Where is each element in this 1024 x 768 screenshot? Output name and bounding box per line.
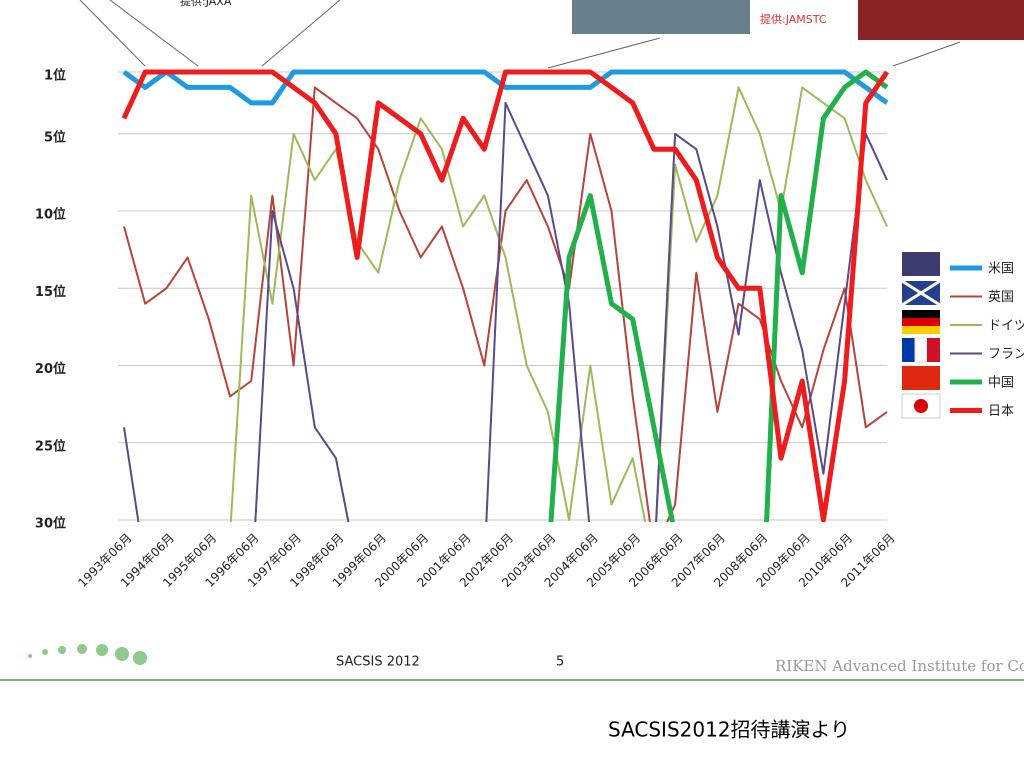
legend-flags <box>901 252 941 419</box>
footer-event: SACSIS 2012 <box>336 655 420 670</box>
arrows <box>79 0 961 69</box>
series-line <box>229 86 888 522</box>
series-line <box>122 69 889 106</box>
series-line <box>121 69 890 522</box>
photo <box>572 0 750 34</box>
y-tick-label: 10位 <box>35 207 66 223</box>
series-line <box>123 86 888 522</box>
y-tick-label: 15位 <box>35 284 66 300</box>
logo-dots <box>28 644 147 665</box>
y-tick-label: 25位 <box>35 438 66 454</box>
legend-label: フランス <box>988 347 1024 362</box>
caption-text: 提供:JAXA <box>180 0 232 8</box>
caption-text: 提供:JAMSTC <box>760 12 827 26</box>
footer-org: RIKEN Advanced Institute for Co <box>775 657 1024 675</box>
legend-label: ドイツ <box>988 319 1024 334</box>
footer-page: 5 <box>556 655 564 670</box>
legend-label: 中国 <box>988 376 1014 391</box>
photo <box>858 0 1024 40</box>
y-tick-label: 1位 <box>44 68 66 84</box>
legend-label: 英国 <box>988 290 1014 305</box>
y-tick-label: 30位 <box>35 516 66 532</box>
y-tick-label: 5位 <box>44 129 66 145</box>
series-line <box>123 101 888 522</box>
legend-label: 米国 <box>988 262 1014 277</box>
legend-label: 日本 <box>988 404 1014 419</box>
caption: SACSIS2012招待講演より <box>608 718 850 742</box>
series-line <box>548 69 889 522</box>
y-tick-label: 20位 <box>35 361 66 377</box>
plot-lines <box>121 69 890 522</box>
